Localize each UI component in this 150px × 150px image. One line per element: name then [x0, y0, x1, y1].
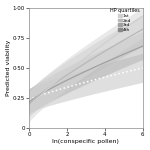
Y-axis label: Predicted viability: Predicted viability: [6, 40, 10, 96]
X-axis label: ln(conspecific pollen): ln(conspecific pollen): [52, 140, 119, 144]
Legend: 1st, 2nd, 3rd, 4th: 1st, 2nd, 3rd, 4th: [109, 7, 140, 33]
